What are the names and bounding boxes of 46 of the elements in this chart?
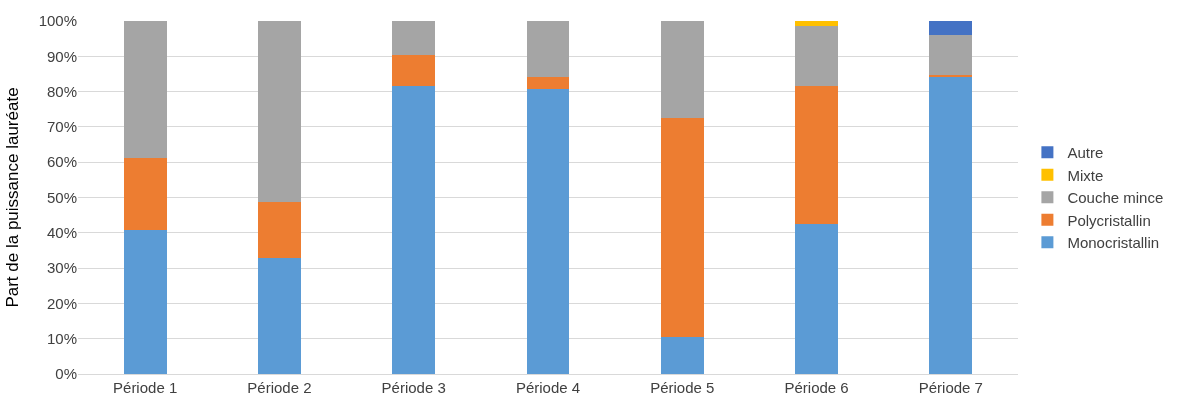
bar bbox=[795, 85, 839, 225]
bar bbox=[660, 117, 704, 337]
x-tick-label: Période 4 bbox=[515, 379, 581, 396]
bar bbox=[257, 21, 301, 203]
y-tick-label: 90% bbox=[46, 47, 77, 65]
bar bbox=[929, 76, 973, 374]
bar bbox=[123, 158, 167, 230]
x-tick-label: Période 5 bbox=[650, 379, 715, 396]
y-tick-label: 80% bbox=[46, 82, 77, 100]
y-tick-label: 70% bbox=[46, 118, 77, 136]
bar bbox=[392, 55, 436, 86]
legend-label: Polycristallin bbox=[1067, 211, 1151, 229]
bar bbox=[123, 229, 167, 374]
bar bbox=[257, 202, 301, 258]
x-tick-label: Période 6 bbox=[784, 379, 849, 396]
y-tick-label: 50% bbox=[46, 188, 77, 206]
legend-label: Monocristallin bbox=[1067, 234, 1160, 252]
bar bbox=[795, 25, 839, 86]
y-tick-label: 10% bbox=[46, 329, 77, 347]
bar bbox=[123, 21, 167, 159]
bar bbox=[795, 224, 839, 374]
x-tick-label: Période 1 bbox=[113, 379, 178, 396]
y-tick-label: 30% bbox=[46, 259, 77, 277]
bar bbox=[392, 85, 436, 374]
bar bbox=[526, 89, 570, 374]
bar bbox=[392, 21, 436, 56]
x-tick-label: Période 2 bbox=[247, 379, 312, 396]
bar bbox=[526, 21, 570, 77]
bar bbox=[929, 21, 973, 35]
x-tick-label: Période 3 bbox=[381, 379, 446, 396]
bar bbox=[660, 336, 704, 374]
y-tick-label: 100% bbox=[38, 12, 77, 30]
y-tick-label: 40% bbox=[46, 224, 77, 242]
legend-label: Autre bbox=[1067, 144, 1104, 162]
y-tick-label: 0% bbox=[55, 365, 77, 383]
bar bbox=[929, 34, 973, 76]
bar bbox=[257, 257, 301, 374]
legend-label: Mixte bbox=[1067, 166, 1104, 184]
y-tick-label: 20% bbox=[46, 294, 77, 312]
bar bbox=[660, 21, 704, 118]
bar bbox=[795, 21, 839, 26]
y-tick-label: 60% bbox=[46, 153, 77, 171]
legend-label: Couche mince bbox=[1067, 189, 1164, 207]
bar bbox=[526, 76, 570, 90]
y-axis-title: Part de la puissance lauréate bbox=[3, 87, 23, 308]
x-tick-label: Période 7 bbox=[918, 379, 983, 396]
